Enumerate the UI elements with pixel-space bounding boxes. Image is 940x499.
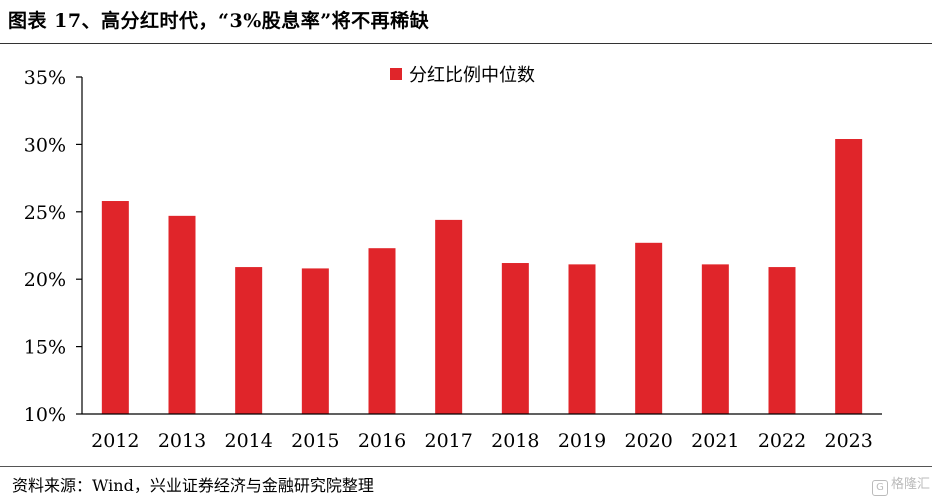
legend-swatch bbox=[390, 68, 402, 80]
watermark-logo-icon: G bbox=[871, 480, 888, 496]
bar bbox=[768, 267, 796, 414]
x-tick-label: 2020 bbox=[624, 430, 672, 452]
x-tick-label: 2012 bbox=[91, 430, 139, 452]
bar-chart: 10%15%20%25%30%35% 2012 2013 2014 2015 2016 2… bbox=[24, 65, 882, 452]
legend: 分红比例中位数 bbox=[390, 65, 535, 86]
y-tick-label: 20% bbox=[24, 269, 66, 291]
x-axis: 2012 2013 2014 2015 2016 2017 2018 2019 2020 2021… bbox=[82, 413, 882, 452]
bar bbox=[235, 267, 263, 414]
source-note: 资料来源：Wind，兴业证券经济与金融研究院整理 bbox=[12, 476, 374, 495]
x-tick-label: 2016 bbox=[358, 430, 406, 452]
bar bbox=[635, 242, 663, 414]
bar bbox=[435, 219, 463, 414]
bar bbox=[701, 264, 729, 414]
bar bbox=[568, 264, 596, 414]
x-tick-label: 2013 bbox=[158, 430, 206, 452]
bar-series bbox=[101, 139, 863, 414]
x-tick-label: 2021 bbox=[691, 430, 739, 452]
y-tick-label: 30% bbox=[24, 134, 66, 156]
y-tick-label: 10% bbox=[24, 404, 66, 426]
source-divider bbox=[0, 466, 932, 467]
legend-label: 分红比例中位数 bbox=[409, 65, 535, 86]
y-axis: 10% 15% 20% 25% 30% 35% bbox=[24, 67, 83, 426]
x-tick-label: 2023 bbox=[824, 430, 872, 452]
page-title: 图表 17、高分红时代，“3%股息率”将不再稀缺 bbox=[8, 10, 430, 32]
watermark-text: 格隆汇 bbox=[890, 477, 930, 492]
bar bbox=[168, 215, 196, 414]
bar bbox=[301, 268, 329, 414]
x-tick-label: 2018 bbox=[491, 430, 539, 452]
bar bbox=[501, 263, 529, 414]
x-tick-label: 2019 bbox=[558, 430, 606, 452]
y-tick-label: 35% bbox=[24, 67, 66, 89]
bar bbox=[101, 201, 129, 414]
x-tick-label: 2015 bbox=[291, 430, 339, 452]
x-tick-label: 2017 bbox=[424, 430, 472, 452]
y-tick-label: 25% bbox=[24, 202, 66, 224]
bar bbox=[368, 248, 396, 414]
x-tick-label: 2022 bbox=[758, 430, 806, 452]
bar bbox=[835, 139, 863, 414]
x-tick-label: 2014 bbox=[224, 430, 272, 452]
y-tick-label: 15% bbox=[24, 337, 66, 359]
watermark: G 格隆汇 bbox=[871, 473, 930, 496]
title-divider bbox=[0, 43, 932, 44]
